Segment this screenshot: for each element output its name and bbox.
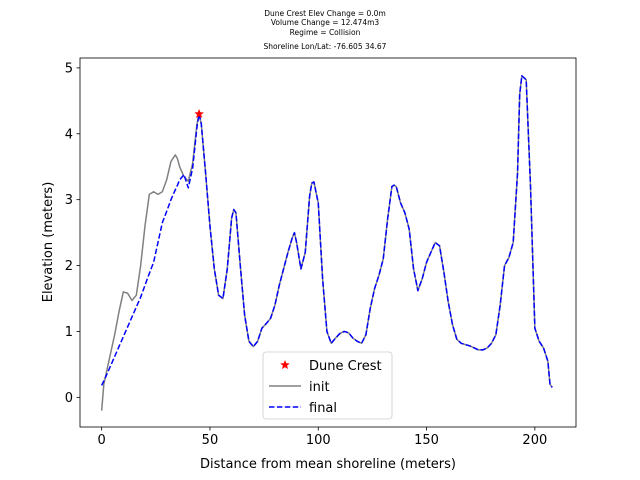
y-tick-label-1: 1 <box>65 325 73 340</box>
y-tick-label-5: 5 <box>65 61 73 76</box>
legend-label-final: final <box>309 401 337 416</box>
legend: Dune Crest init final <box>262 351 393 420</box>
x-tick-label-150: 150 <box>414 433 439 448</box>
legend-label-init: init <box>309 380 330 395</box>
series-line-final <box>100 75 553 388</box>
x-tick-label-200: 200 <box>522 433 547 448</box>
y-tick-label-3: 3 <box>65 193 73 208</box>
plot-frame <box>79 57 577 428</box>
legend-box <box>262 351 393 420</box>
title-line-2: Volume Change = 12.474m3 <box>270 18 380 27</box>
plot-lines <box>100 75 553 411</box>
series-line-init <box>100 75 553 411</box>
legend-label-dune-crest: Dune Crest <box>309 359 382 374</box>
title-line-1: Dune Crest Elev Change = 0.0m <box>264 9 386 18</box>
x-tick-label-0: 0 <box>98 433 106 448</box>
x-tick-label-100: 100 <box>306 433 331 448</box>
x-tick-label-50: 50 <box>202 433 219 448</box>
title-line-3: Regime = Collision <box>289 28 361 37</box>
axis-ticks: 0 50 100 150 200 0 1 2 3 4 5 <box>65 61 548 448</box>
x-axis-label: Distance from mean shoreline (meters) <box>200 457 456 472</box>
title-line-4: Shoreline Lon/Lat: -76.605 34.67 <box>263 42 387 51</box>
y-axis-label: Elevation (meters) <box>41 182 56 303</box>
y-tick-label-0: 0 <box>65 391 73 406</box>
y-tick-label-2: 2 <box>65 259 73 274</box>
legend-keys <box>269 359 301 408</box>
legend-key-dune-crest <box>280 359 290 370</box>
y-tick-label-4: 4 <box>65 127 73 142</box>
chart-marks <box>194 108 205 119</box>
dune-crest-marker <box>194 108 205 119</box>
